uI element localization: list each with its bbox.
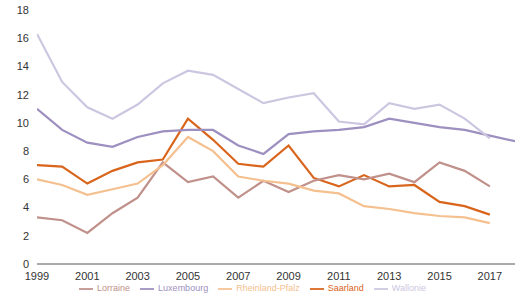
svg-text:2009: 2009 — [276, 270, 300, 282]
svg-text:2007: 2007 — [226, 270, 250, 282]
html-text:Rheinland-Pfalz: Rheinland-Pfalz — [236, 283, 300, 294]
svg-text:18: 18 — [17, 4, 29, 16]
html-text:Lorraine: Lorraine — [97, 283, 131, 294]
svg-text:14: 14 — [17, 60, 29, 72]
svg-text:12: 12 — [17, 89, 29, 101]
svg-text:2013: 2013 — [377, 270, 401, 282]
svg-text:2017: 2017 — [478, 270, 502, 282]
svg-text:2003: 2003 — [125, 270, 149, 282]
svg-text:2015: 2015 — [427, 270, 451, 282]
svg-text:2: 2 — [23, 230, 29, 242]
svg-text:10: 10 — [17, 117, 29, 129]
html-text:Saarland: Saarland — [327, 283, 364, 294]
svg-text:1999: 1999 — [25, 270, 49, 282]
svg-text:16: 16 — [17, 32, 29, 44]
svg-text:4: 4 — [23, 201, 29, 213]
svg-text:0: 0 — [23, 258, 29, 270]
html-text:Wallonie: Wallonie — [391, 283, 426, 294]
svg-text:2011: 2011 — [327, 270, 351, 282]
svg-text:6: 6 — [23, 173, 29, 185]
svg-text:2001: 2001 — [75, 270, 99, 282]
html-text:Luxembourg: Luxembourg — [158, 283, 209, 294]
svg-text:8: 8 — [23, 145, 29, 157]
svg-text:2005: 2005 — [176, 270, 200, 282]
